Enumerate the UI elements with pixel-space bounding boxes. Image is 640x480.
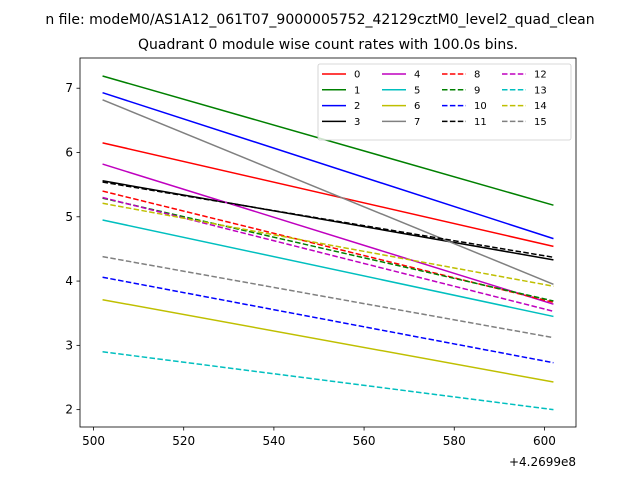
x-tick-label-500: 500 [82, 434, 105, 448]
legend-label-1: 1 [354, 85, 360, 96]
x-tick-label-520: 520 [172, 434, 195, 448]
legend-label-6: 6 [414, 101, 420, 112]
series-line-12 [102, 196, 554, 313]
y-tick-label-2: 2 [65, 403, 73, 417]
y-tick-label-7: 7 [65, 81, 73, 95]
y-tick-label-5: 5 [65, 210, 73, 224]
legend-box [317, 63, 572, 141]
legend-label-11: 11 [474, 117, 487, 128]
x-tick-label-600: 600 [533, 434, 556, 448]
legend-label-2: 2 [354, 101, 360, 112]
figure-suptitle: n file: modeM0/AS1A12_061T07_9000005752_… [45, 12, 594, 28]
legend-label-4: 4 [414, 70, 420, 81]
legend-label-13: 13 [534, 85, 547, 96]
series-line-10 [102, 276, 554, 364]
legend-label-5: 5 [414, 85, 420, 96]
series-line-6 [102, 298, 554, 383]
x-tick-label-560: 560 [353, 434, 376, 448]
y-tick-label-6: 6 [65, 146, 73, 160]
series-line-8 [102, 190, 554, 304]
legend-label-7: 7 [414, 117, 420, 128]
y-tick-label-4: 4 [65, 274, 73, 288]
x-tick-label-580: 580 [443, 434, 466, 448]
chart-title: Quadrant 0 module wise count rates with … [138, 37, 518, 53]
legend-label-10: 10 [474, 101, 487, 112]
legend-label-9: 9 [474, 85, 480, 96]
legend-label-3: 3 [354, 117, 360, 128]
series-line-15 [102, 255, 554, 339]
axes-frame [79, 57, 577, 428]
series-line-0 [102, 142, 554, 248]
series-line-5 [102, 219, 554, 318]
legend-label-0: 0 [354, 70, 360, 81]
series-line-11 [102, 181, 554, 259]
series-line-1 [102, 75, 554, 206]
legend-label-15: 15 [534, 117, 547, 128]
series-line-7 [102, 99, 554, 285]
plot-area: 500 520 540 560 580 6002345670123456789101112… [65, 57, 577, 448]
x-axis-offset-label: +4.2699e8 [509, 455, 576, 469]
legend-label-14: 14 [534, 101, 547, 112]
series-line-4 [102, 163, 554, 305]
x-tick-label-540: 540 [262, 434, 285, 448]
series-line-9 [102, 197, 554, 302]
legend-label-8: 8 [474, 70, 480, 81]
series-line-2 [102, 91, 554, 240]
legend-label-12: 12 [534, 70, 547, 81]
series-line-13 [102, 351, 554, 411]
series-line-14 [102, 202, 554, 287]
y-tick-label-3: 3 [65, 338, 73, 352]
